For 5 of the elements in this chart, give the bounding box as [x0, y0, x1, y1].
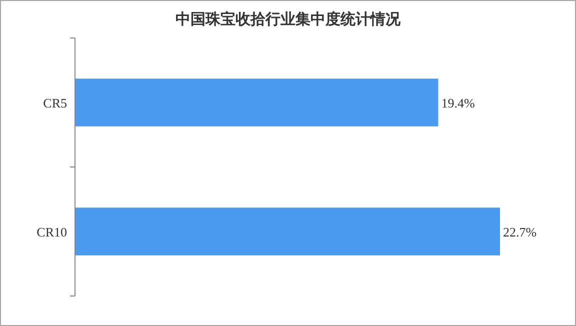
data-label: 22.7%: [503, 224, 537, 240]
y-tick-label: CR10: [36, 224, 67, 240]
y-tick-label: CR5: [43, 96, 67, 110]
chart-title: 中国珠宝收拾行业集中度统计情况: [176, 10, 402, 28]
data-label: 19.4%: [441, 96, 475, 110]
